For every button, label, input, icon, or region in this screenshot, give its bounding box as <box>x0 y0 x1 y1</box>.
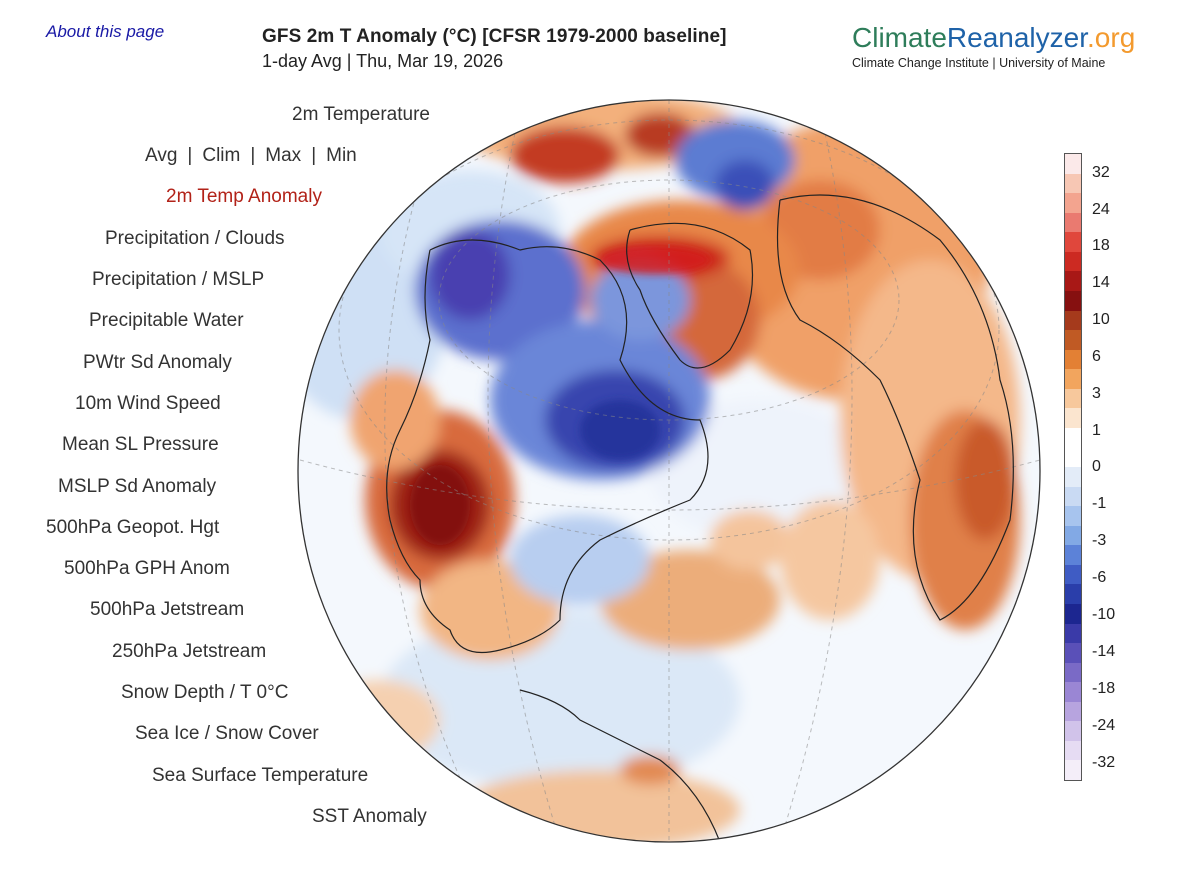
colorbar-tick-label: 3 <box>1092 385 1101 402</box>
colorbar-tick-label: 14 <box>1092 274 1110 291</box>
colorbar-segment <box>1065 251 1081 272</box>
colorbar-segment <box>1065 486 1081 507</box>
colorbar-segment <box>1065 447 1081 468</box>
colorbar-segment <box>1065 564 1081 585</box>
colorbar-segment <box>1065 408 1081 429</box>
colorbar-segment <box>1065 740 1081 762</box>
menu-precipitable-water[interactable]: Precipitable Water <box>89 310 244 331</box>
colorbar-segment <box>1065 154 1081 175</box>
colorbar-segment <box>1065 467 1081 488</box>
brand-logo[interactable]: ClimateReanalyzer.org Climate Change Ins… <box>852 22 1135 70</box>
colorbar-tick-label: 18 <box>1092 237 1110 254</box>
colorbar-tick-label: 1 <box>1092 422 1101 439</box>
menu-snow-depth[interactable]: Snow Depth / T 0°C <box>121 682 289 703</box>
menu-separator: | <box>250 145 256 166</box>
colorbar-segment <box>1065 662 1081 683</box>
colorbar-tick-label: -3 <box>1092 532 1107 549</box>
menu-2m-temperature[interactable]: 2m Temperature <box>292 104 430 125</box>
menu-precipitation-mslp[interactable]: Precipitation / MSLP <box>92 269 265 290</box>
menu-option-clim[interactable]: Clim <box>202 145 241 166</box>
colorbar-tick-label: -32 <box>1092 754 1116 771</box>
brand-subtitle: Climate Change Institute | University of… <box>852 56 1106 70</box>
menu-sea-surface-temperature[interactable]: Sea Surface Temperature <box>152 765 369 786</box>
map-subtitle: 1-day Avg | Thu, Mar 19, 2026 <box>262 51 504 71</box>
colorbar-segment <box>1065 349 1081 370</box>
menu-separator: | <box>187 145 193 166</box>
colorbar-segment <box>1065 506 1081 527</box>
colorbar-segment <box>1065 603 1081 625</box>
colorbar-tick-label: 6 <box>1092 348 1101 365</box>
menu-10m-wind-speed[interactable]: 10m Wind Speed <box>75 393 221 414</box>
colorbar-segment <box>1065 271 1081 292</box>
globe-outline <box>297 99 1041 843</box>
anomaly-highlights <box>410 246 710 545</box>
colorbar-segment <box>1065 193 1081 214</box>
colorbar-segment <box>1065 310 1081 331</box>
menu-500hpa-geopot-hgt[interactable]: 500hPa Geopot. Hgt <box>46 517 220 538</box>
menu-option-min[interactable]: Min <box>326 145 357 166</box>
colorbar-tick-label: -10 <box>1092 606 1116 623</box>
menu-option-max[interactable]: Max <box>265 145 302 166</box>
menu-option-avg[interactable]: Avg <box>145 145 178 166</box>
colorbar-segment <box>1065 173 1081 194</box>
brand-name: ClimateReanalyzer.org <box>852 22 1136 53</box>
colorbar-tick-label: -14 <box>1092 643 1116 660</box>
colorbar-segment <box>1065 369 1081 390</box>
colorbar-segment <box>1065 760 1081 780</box>
colorbar-tick-label: -1 <box>1092 495 1107 512</box>
colorbar-segment <box>1065 525 1081 546</box>
colorbar-segment <box>1065 545 1081 566</box>
menu-separator: | <box>311 145 317 166</box>
about-page-link[interactable]: About this page <box>46 22 165 41</box>
colorbar-segment <box>1065 643 1081 664</box>
menu-pwtr-sd-anomaly[interactable]: PWtr Sd Anomaly <box>83 352 232 373</box>
colorbar-segment <box>1065 584 1081 605</box>
colorbar-tick-label: 24 <box>1092 201 1110 218</box>
map-title: GFS 2m T Anomaly (°C) [CFSR 1979-2000 ba… <box>262 26 727 47</box>
colorbar-segment <box>1065 330 1081 351</box>
colorbar-segment <box>1065 388 1081 409</box>
menu-500hpa-jetstream[interactable]: 500hPa Jetstream <box>90 599 245 620</box>
colorbar-tick-label: 10 <box>1092 311 1110 328</box>
menu-500hpa-gph-anom[interactable]: 500hPa GPH Anom <box>64 558 230 579</box>
colorbar-segment <box>1065 427 1081 449</box>
colorbar-tick-label: -24 <box>1092 717 1116 734</box>
colorbar-segment <box>1065 682 1081 703</box>
colorbar-segment <box>1065 212 1081 233</box>
colorbar-tick-label: 0 <box>1092 458 1101 475</box>
menu-sst-anomaly[interactable]: SST Anomaly <box>312 806 427 827</box>
colorbar-segment <box>1065 623 1081 644</box>
colorbar-segment <box>1065 701 1081 722</box>
coastlines <box>386 194 1014 842</box>
colorbar-segment <box>1065 232 1081 253</box>
colorbar-tick-label: 32 <box>1092 164 1110 181</box>
menu-mslp-sd-anomaly[interactable]: MSLP Sd Anomaly <box>58 476 217 497</box>
colorbar-tick-label: -18 <box>1092 680 1116 697</box>
graticule <box>299 100 1040 842</box>
menu-2m-temp-anomaly[interactable]: 2m Temp Anomaly <box>166 186 322 207</box>
menu-stat-options: Avg | Clim | Max | Min <box>145 145 357 167</box>
colorbar <box>1064 153 1082 781</box>
menu-sea-ice-snow-cover[interactable]: Sea Ice / Snow Cover <box>135 723 319 744</box>
menu-mean-sl-pressure[interactable]: Mean SL Pressure <box>62 434 219 455</box>
colorbar-tick-label: -6 <box>1092 569 1107 586</box>
menu-250hpa-jetstream[interactable]: 250hPa Jetstream <box>112 641 267 662</box>
menu-precipitation-clouds[interactable]: Precipitation / Clouds <box>105 228 285 249</box>
colorbar-segment <box>1065 290 1081 312</box>
colorbar-segment <box>1065 721 1081 742</box>
